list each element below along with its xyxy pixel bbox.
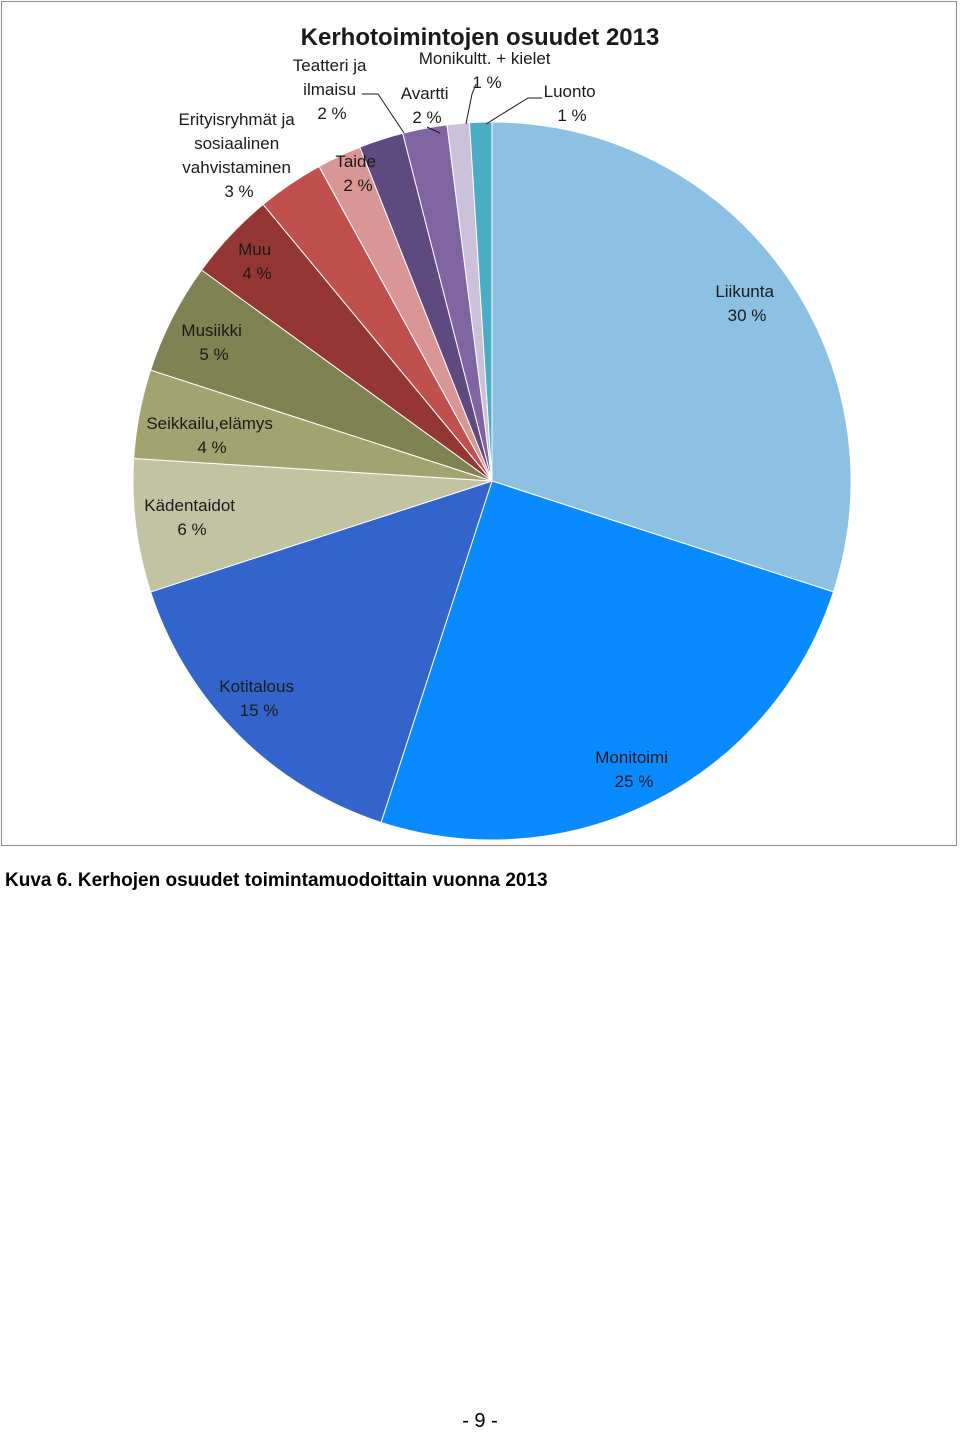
label-kotitalous: Kotitalous 15 % [219, 677, 298, 720]
label-teatteri: Teatteri ja ilmaisu 2 % [293, 56, 371, 123]
leader-lines [362, 83, 542, 134]
pie-chart: Kerhotoimintojen osuudet 2013 Liikunta 3… [132, 24, 852, 841]
pie-slice-kädentaidot [132, 457, 493, 593]
pie-slice-kotitalous [149, 480, 493, 824]
label-muu: Muu 4 % [238, 240, 276, 283]
leader-line-luonto [485, 97, 542, 125]
label-erityis: Erityisryhmät ja sosiaalinen vahvistamin… [179, 110, 300, 201]
label-monitoimi: Monitoimi 25 % [595, 748, 672, 791]
label-kadentaidot: Kädentaidot 6 % [144, 496, 239, 539]
label-musiikki: Musiikki 5 % [181, 321, 246, 364]
leader-line-monikultt [465, 83, 477, 125]
pie-slice-luonto [468, 121, 493, 482]
label-taide: Taide 2 % [335, 152, 380, 195]
pie-slices [132, 121, 852, 841]
pie-slice-liikunta [491, 121, 852, 593]
leader-line-avartti [426, 126, 441, 134]
label-avartti: Avartti 2 % [401, 84, 454, 127]
page-number: - 9 - [462, 1410, 498, 1432]
figure-caption: Kuva 6. Kerhojen osuudet toimintamuodoit… [5, 870, 548, 891]
pie-slice-monitoimi [380, 480, 835, 841]
leader-line-teatteri [362, 93, 405, 134]
label-seikkailu: Seikkailu,elämys 4 % [146, 414, 277, 457]
chart-title: Kerhotoimintojen osuudet 2013 [301, 24, 660, 51]
label-luonto: Luonto 1 % [544, 82, 601, 125]
label-monikultt: Monikultt. + kielet 1 % [419, 49, 556, 92]
label-liikunta: Liikunta 30 % [715, 282, 778, 325]
